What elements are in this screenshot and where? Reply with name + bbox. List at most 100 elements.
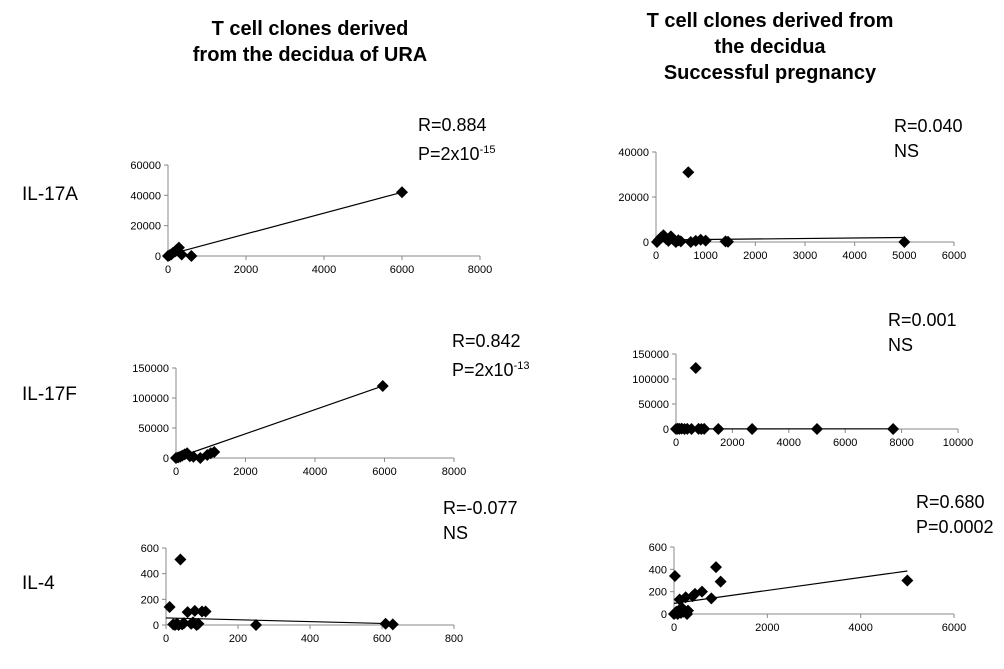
- x-tick-label: 200: [229, 633, 247, 645]
- y-tick-label: 100000: [632, 374, 669, 386]
- x-tick-label: 6000: [390, 264, 414, 276]
- x-tick-label: 400: [301, 633, 319, 645]
- data-point: [898, 236, 911, 248]
- x-tick-label: 4000: [303, 466, 327, 478]
- x-tick-label: 5000: [892, 250, 916, 262]
- r-value: R=0.842: [452, 331, 521, 351]
- data-point: [710, 561, 722, 574]
- data-point: [722, 235, 735, 248]
- r-value: R=0.001: [888, 310, 957, 330]
- data-point: [674, 235, 687, 248]
- data-point: [185, 250, 198, 262]
- data-point: [668, 570, 681, 583]
- y-tick-label: 50000: [638, 399, 669, 411]
- chart-6: 0 2000 4000 6000 0 200 400 600: [649, 542, 967, 634]
- x-tick-label: 6000: [942, 250, 966, 262]
- y-tick-label: 600: [141, 543, 159, 555]
- stat-il17f-successful: R=0.001 NS: [888, 308, 957, 358]
- data-point: [379, 617, 392, 630]
- x-tick-label: 2000: [755, 622, 779, 634]
- chart-5: 0 200 400 600 800 0 200 400 600: [141, 543, 464, 645]
- stat-il4-ura: R=-0.077 NS: [443, 496, 518, 546]
- data-point: [682, 166, 695, 179]
- right-column-title: T cell clones derived from the decidua S…: [600, 8, 940, 86]
- x-tick-label: 0: [165, 264, 171, 276]
- trendline: [175, 385, 383, 459]
- y-tick-label: 200: [141, 594, 159, 606]
- y-tick-label: 0: [643, 237, 649, 249]
- p-value: P=0.0002: [916, 517, 994, 537]
- y-tick-label: 150000: [132, 363, 169, 375]
- x-tick-label: 6000: [372, 466, 396, 478]
- data-point: [811, 423, 823, 435]
- y-tick-label: 0: [663, 424, 669, 436]
- trendline: [165, 617, 393, 625]
- stat-il4-successful: R=0.680 P=0.0002: [916, 490, 994, 540]
- x-tick-label: 0: [173, 466, 179, 478]
- data-point: [188, 604, 201, 617]
- data-point: [208, 446, 221, 458]
- x-tick-label: 10000: [943, 437, 974, 449]
- right-title-line-2: the decidua: [714, 36, 826, 58]
- x-tick-label: 0: [163, 633, 169, 645]
- data-point: [386, 618, 399, 631]
- data-point: [689, 362, 702, 374]
- stat-il17a-ura: R=0.884 P=2x10-15: [418, 113, 495, 167]
- y-tick-label: 0: [153, 620, 159, 632]
- x-tick-label: 0: [671, 622, 677, 634]
- ns-label: NS: [888, 335, 914, 355]
- y-tick-label: 20000: [130, 221, 161, 233]
- right-title-line-1: T cell clones derived from: [646, 10, 894, 32]
- y-tick-label: 0: [155, 251, 161, 263]
- row-label-il4: IL-4: [22, 573, 55, 594]
- y-tick-label: 0: [163, 453, 169, 465]
- x-tick-label: 800: [445, 633, 463, 645]
- data-point: [698, 422, 711, 435]
- r-value: R=0.680: [916, 492, 985, 512]
- y-tick-label: 0: [661, 609, 667, 621]
- x-tick-label: 1000: [693, 250, 717, 262]
- data-point: [705, 592, 718, 605]
- data-point: [714, 575, 727, 588]
- y-tick-label: 150000: [632, 349, 669, 361]
- r-value: R=-0.077: [443, 498, 518, 518]
- x-tick-label: 0: [653, 250, 659, 262]
- x-tick-label: 600: [373, 633, 391, 645]
- p-value: P=2x10-13: [452, 360, 530, 380]
- row-label-il17f: IL-17F: [22, 384, 77, 405]
- chart-1: 0 2000 4000 6000 8000 0 20000 40000 60000: [130, 160, 492, 276]
- x-tick-label: 4000: [848, 622, 872, 634]
- y-tick-label: 400: [141, 569, 159, 581]
- x-tick-label: 8000: [889, 437, 913, 449]
- stat-il17f-ura: R=0.842 P=2x10-13: [452, 329, 529, 383]
- right-title-line-3: Successful pregnancy: [663, 62, 877, 84]
- y-tick-label: 400: [649, 564, 667, 576]
- x-tick-label: 2000: [233, 466, 257, 478]
- y-tick-label: 50000: [138, 423, 169, 435]
- r-value: R=0.040: [894, 116, 963, 136]
- data-point: [901, 574, 914, 587]
- p-value: P=2x10-15: [418, 144, 496, 164]
- x-tick-label: 2000: [743, 250, 767, 262]
- chart-2: 0 1000 2000 3000 4000 5000 6000 0 20000 40000: [618, 147, 966, 262]
- data-point: [746, 423, 759, 435]
- y-tick-label: 200: [649, 587, 667, 599]
- data-point: [685, 422, 698, 435]
- y-tick-label: 100000: [132, 393, 169, 405]
- y-tick-label: 40000: [618, 147, 649, 159]
- data-point: [174, 553, 187, 566]
- y-tick-label: 40000: [130, 190, 161, 202]
- x-tick-label: 4000: [312, 264, 336, 276]
- x-tick-label: 4000: [777, 437, 801, 449]
- data-point: [199, 605, 212, 618]
- stat-il17a-successful: R=0.040 NS: [894, 114, 963, 164]
- x-tick-label: 4000: [842, 250, 866, 262]
- x-tick-label: 8000: [442, 466, 466, 478]
- y-tick-label: 600: [649, 542, 667, 554]
- data-point: [396, 186, 408, 199]
- data-point: [376, 380, 389, 392]
- data-point: [682, 604, 694, 617]
- data-point: [696, 585, 708, 598]
